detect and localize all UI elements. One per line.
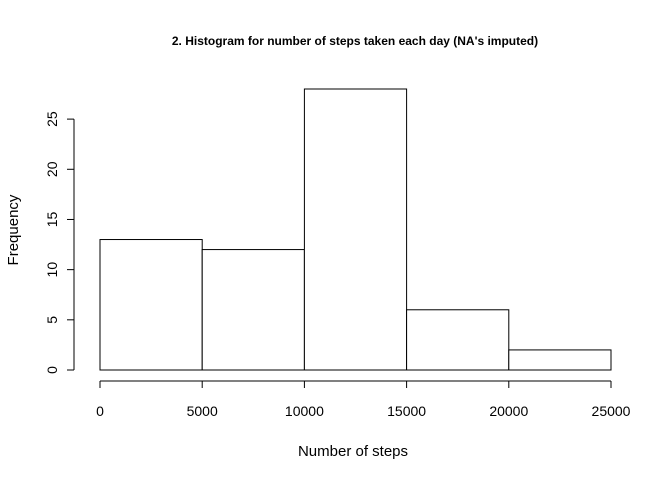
y-axis: 0 5 10 15 20 25 bbox=[44, 111, 75, 374]
x-tick-label-1: 5000 bbox=[187, 403, 218, 419]
y-tick-label-0: 0 bbox=[44, 366, 60, 374]
histogram-bar-2 bbox=[303, 88, 408, 371]
x-axis: 0 5000 10000 15000 20000 25000 bbox=[96, 380, 631, 419]
x-axis-label: Number of steps bbox=[298, 443, 408, 460]
x-tick-label-3: 15000 bbox=[387, 403, 426, 419]
y-tick-label-2: 10 bbox=[44, 262, 60, 278]
histogram-bar-0 bbox=[99, 239, 203, 371]
y-tick-label-5: 25 bbox=[44, 111, 60, 127]
histogram-bar-4 bbox=[508, 349, 612, 371]
y-axis-label: Frequency bbox=[5, 194, 22, 265]
y-tick-label-4: 20 bbox=[44, 161, 60, 177]
x-tick-label-4: 20000 bbox=[489, 403, 528, 419]
x-tick-label-2: 10000 bbox=[285, 403, 324, 419]
histogram-bar-3 bbox=[406, 309, 510, 371]
chart-title: 2. Histogram for number of steps taken e… bbox=[172, 34, 538, 48]
histogram-bar-1 bbox=[201, 249, 305, 371]
y-tick-label-1: 5 bbox=[44, 316, 60, 324]
x-tick-label-0: 0 bbox=[96, 403, 104, 419]
y-tick-label-3: 15 bbox=[44, 211, 60, 227]
x-tick-label-5: 25000 bbox=[592, 403, 631, 419]
bars-group bbox=[99, 88, 612, 371]
